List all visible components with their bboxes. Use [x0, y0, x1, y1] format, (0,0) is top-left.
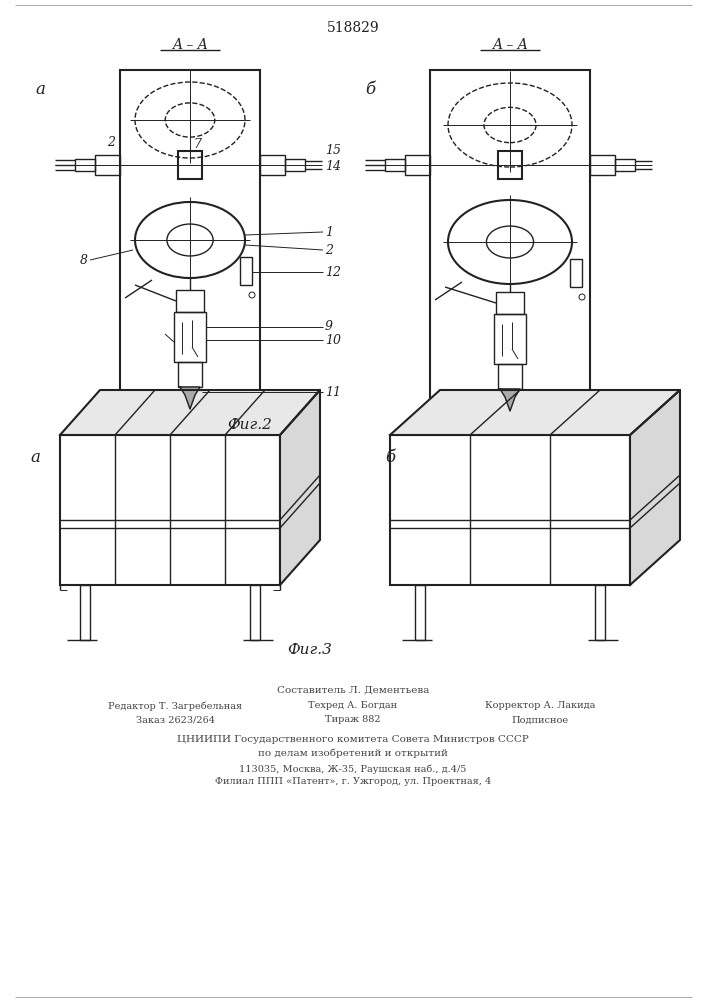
Text: по делам изобретений и открытий: по делам изобретений и открытий — [258, 748, 448, 758]
Bar — [595, 585, 605, 640]
Text: 8: 8 — [80, 253, 88, 266]
Text: 11: 11 — [325, 385, 341, 398]
Text: 113035, Москва, Ж-35, Раушская наб., д.4/5: 113035, Москва, Ж-35, Раушская наб., д.4… — [239, 764, 467, 774]
Bar — [285, 159, 305, 171]
Text: Техред А. Богдан: Техред А. Богдан — [308, 702, 397, 710]
Text: Заказ 2623/264: Заказ 2623/264 — [136, 716, 214, 724]
Text: Корректор А. Лакида: Корректор А. Лакида — [485, 702, 595, 710]
Bar — [430, 70, 590, 400]
Text: Редактор Т. Загребельная: Редактор Т. Загребельная — [108, 701, 242, 711]
Bar — [60, 435, 280, 585]
Polygon shape — [500, 389, 520, 411]
Bar — [120, 70, 260, 400]
Text: 2: 2 — [107, 136, 115, 149]
Bar — [75, 159, 95, 171]
Polygon shape — [280, 390, 320, 585]
Text: Фиг.3: Фиг.3 — [288, 643, 332, 657]
Bar — [405, 155, 430, 175]
Text: б: б — [385, 448, 395, 466]
Text: ЦНИИПИ Государственного комитета Совета Министров СССР: ЦНИИПИ Государственного комитета Совета … — [177, 736, 529, 744]
Bar — [260, 155, 285, 175]
Polygon shape — [390, 390, 680, 435]
Text: а: а — [30, 448, 40, 466]
Text: 9: 9 — [325, 320, 333, 334]
Text: 2: 2 — [325, 243, 333, 256]
Bar — [250, 585, 260, 640]
Bar — [415, 585, 425, 640]
Bar — [178, 362, 202, 387]
Text: 15: 15 — [325, 144, 341, 157]
Text: A – A: A – A — [172, 38, 208, 52]
Bar — [80, 585, 90, 640]
Bar — [494, 314, 526, 364]
Bar — [498, 364, 522, 389]
Text: A – A: A – A — [492, 38, 528, 52]
Text: Фиг.2: Фиг.2 — [228, 418, 272, 432]
Polygon shape — [60, 390, 320, 435]
Text: 1: 1 — [325, 226, 333, 238]
Polygon shape — [180, 387, 200, 409]
Text: 14: 14 — [325, 160, 341, 174]
Bar — [174, 312, 206, 362]
Text: Составитель Л. Дементьева: Составитель Л. Дементьева — [277, 686, 429, 694]
Text: Подписное: Подписное — [511, 716, 568, 724]
Text: Филиал ППП «Патент», г. Ужгород, ул. Проектная, 4: Филиал ППП «Патент», г. Ужгород, ул. Про… — [215, 778, 491, 786]
Polygon shape — [630, 390, 680, 585]
Bar — [496, 292, 524, 314]
Bar — [570, 259, 582, 287]
Bar — [95, 155, 120, 175]
Bar — [176, 290, 204, 312]
Bar — [615, 159, 635, 171]
Text: а: а — [35, 82, 45, 99]
Bar — [240, 257, 252, 285]
Bar — [178, 151, 202, 179]
Text: 7: 7 — [193, 138, 201, 151]
Bar — [390, 435, 630, 585]
Bar — [498, 151, 522, 179]
Bar — [590, 155, 615, 175]
Text: 12: 12 — [325, 265, 341, 278]
Text: б: б — [365, 82, 375, 99]
Text: 10: 10 — [325, 334, 341, 347]
Text: Тираж 882: Тираж 882 — [325, 716, 381, 724]
Text: 518829: 518829 — [327, 21, 380, 35]
Bar — [385, 159, 405, 171]
